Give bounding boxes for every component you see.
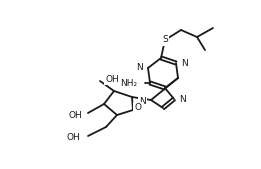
Text: O: O xyxy=(134,103,141,113)
Text: NH₂: NH₂ xyxy=(120,78,137,88)
Text: OH: OH xyxy=(105,75,119,83)
Text: S: S xyxy=(162,35,168,44)
Text: N: N xyxy=(139,96,146,105)
Text: N: N xyxy=(179,95,186,104)
Text: OH: OH xyxy=(68,111,82,119)
Text: N: N xyxy=(136,64,143,73)
Text: N: N xyxy=(181,58,188,67)
Text: OH: OH xyxy=(66,134,80,142)
